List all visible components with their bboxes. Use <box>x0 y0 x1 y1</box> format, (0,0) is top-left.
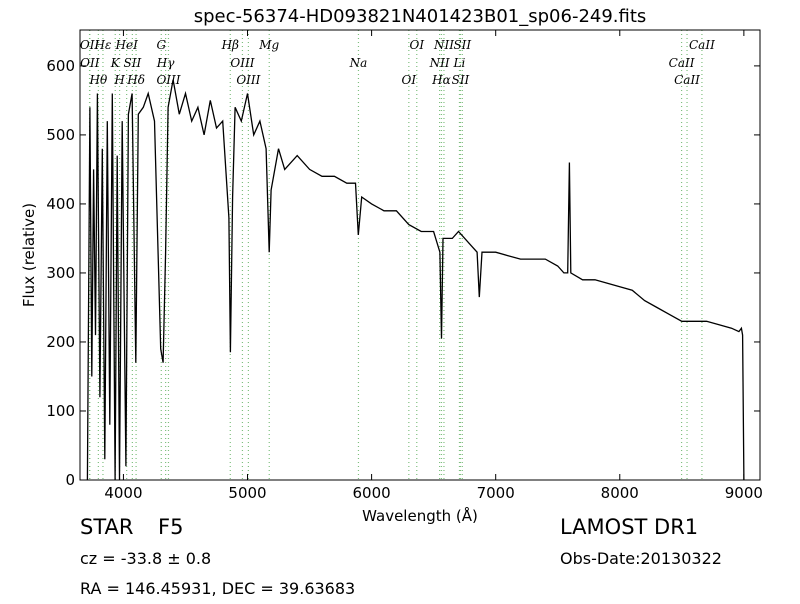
x-tick-label: 7000 <box>477 484 515 502</box>
x-tick-label: 8000 <box>601 484 639 502</box>
spectral-line-label: Hα <box>431 73 451 87</box>
y-axis-label: Flux (relative) <box>20 203 38 307</box>
redshift: cz = -33.8 ± 0.8 <box>80 549 211 568</box>
spectral-line-label: G <box>156 38 166 52</box>
x-tick-label: 6000 <box>353 484 391 502</box>
spectral-line-label: OII <box>80 56 100 70</box>
spectral-line-label: Mg <box>258 38 279 52</box>
y-tick-label: 600 <box>46 57 75 75</box>
spectral-line-label: SII <box>453 38 471 52</box>
axes-frame <box>79 29 761 481</box>
y-tick-label: 400 <box>46 195 75 213</box>
spectral-line-label: OIII <box>236 73 260 87</box>
spectral-line-label: OI <box>409 38 424 52</box>
class: STAR <box>80 515 133 539</box>
spectral-line-label: OII <box>80 38 100 52</box>
y-tick-label: 100 <box>46 402 75 420</box>
spectral-line-label: K <box>110 56 121 70</box>
spectral-line-label: OI <box>402 73 417 87</box>
spectral-line-label: CaII <box>674 73 700 87</box>
x-tick-label: 4000 <box>104 484 142 502</box>
x-tick-label: 9000 <box>725 484 763 502</box>
y-tick-label: 500 <box>46 126 75 144</box>
spectral-line-label: HeI <box>115 38 139 52</box>
spectral-line-label: Hθ <box>89 73 108 87</box>
spectral-line-label: NII <box>433 38 454 52</box>
y-tick-label: 0 <box>65 471 75 489</box>
coordinates: RA = 146.45931, DEC = 39.63683 <box>80 579 355 598</box>
spectral-line-label: NII <box>429 56 450 70</box>
y-tick-label: 300 <box>46 264 75 282</box>
spectrum <box>86 79 745 480</box>
spectral-line-label: SII <box>124 56 142 70</box>
spectral-line-label: Na <box>349 56 368 70</box>
spectral-line-label: H <box>113 73 125 87</box>
spectral-line-label: Hε <box>94 38 112 52</box>
obs-date: Obs-Date:20130322 <box>560 549 722 568</box>
spectral-line-label: SII <box>452 73 470 87</box>
y-tick-label: 200 <box>46 333 75 351</box>
spectral-line-label: Hβ <box>221 38 239 52</box>
spectral-line-label: OIII <box>230 56 254 70</box>
x-tick-label: 5000 <box>228 484 266 502</box>
plot-area <box>86 30 745 480</box>
x-axis-label: Wavelength (Å) <box>362 506 478 525</box>
spectral-line-label: Hγ <box>156 56 175 70</box>
spectral-line-label: Li <box>453 56 466 70</box>
chart-title: spec-56374-HD093821N401423B01_sp06-249.f… <box>194 6 647 27</box>
spectral-line-label: Hδ <box>126 73 145 87</box>
spectral-line-label: CaII <box>669 56 695 70</box>
subclass: F5 <box>158 515 183 539</box>
survey: LAMOST DR1 <box>560 515 698 539</box>
spectral-line-label: OIII <box>156 73 180 87</box>
spectral-line-label: CaII <box>689 38 715 52</box>
